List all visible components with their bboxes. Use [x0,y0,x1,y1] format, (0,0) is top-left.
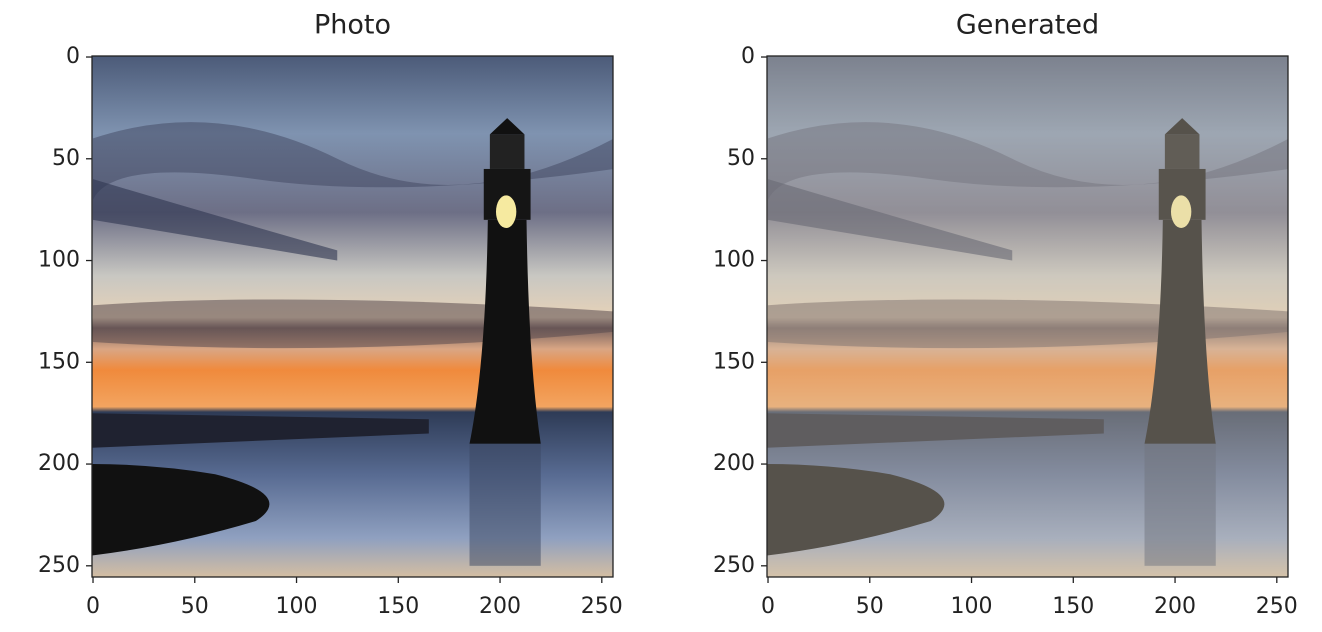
x-tick-label: 0 [86,594,100,619]
y-tick-label: 150 [38,349,80,374]
y-tick-label: 200 [713,451,755,476]
y-tick-label: 0 [741,44,755,69]
y-tick-label: 100 [713,248,755,273]
y-tick-label: 200 [38,451,80,476]
x-tick-label: 150 [1052,594,1094,619]
axes-title: Generated [956,10,1099,41]
x-tick-label: 100 [276,594,318,619]
x-tick-label: 100 [951,594,993,619]
x-tick-label: 50 [181,594,209,619]
y-tick-label: 100 [38,248,80,273]
axes-title: Photo [314,10,391,41]
x-tick-label: 200 [1154,594,1196,619]
y-tick-label: 0 [66,44,80,69]
x-tick-label: 150 [377,594,419,619]
y-tick-label: 250 [38,553,80,578]
y-tick-label: 250 [713,553,755,578]
x-tick-label: 200 [479,594,521,619]
x-tick-label: 250 [1256,594,1298,619]
y-tick-label: 50 [52,146,80,171]
axes-frame [91,55,614,578]
x-tick-label: 50 [856,594,884,619]
y-tick-label: 50 [727,146,755,171]
y-tick-label: 150 [713,349,755,374]
image-haze [767,56,1288,577]
image [92,56,613,577]
x-tick-label: 0 [761,594,775,619]
x-tick-label: 250 [581,594,623,619]
axes-frame [766,55,1289,578]
